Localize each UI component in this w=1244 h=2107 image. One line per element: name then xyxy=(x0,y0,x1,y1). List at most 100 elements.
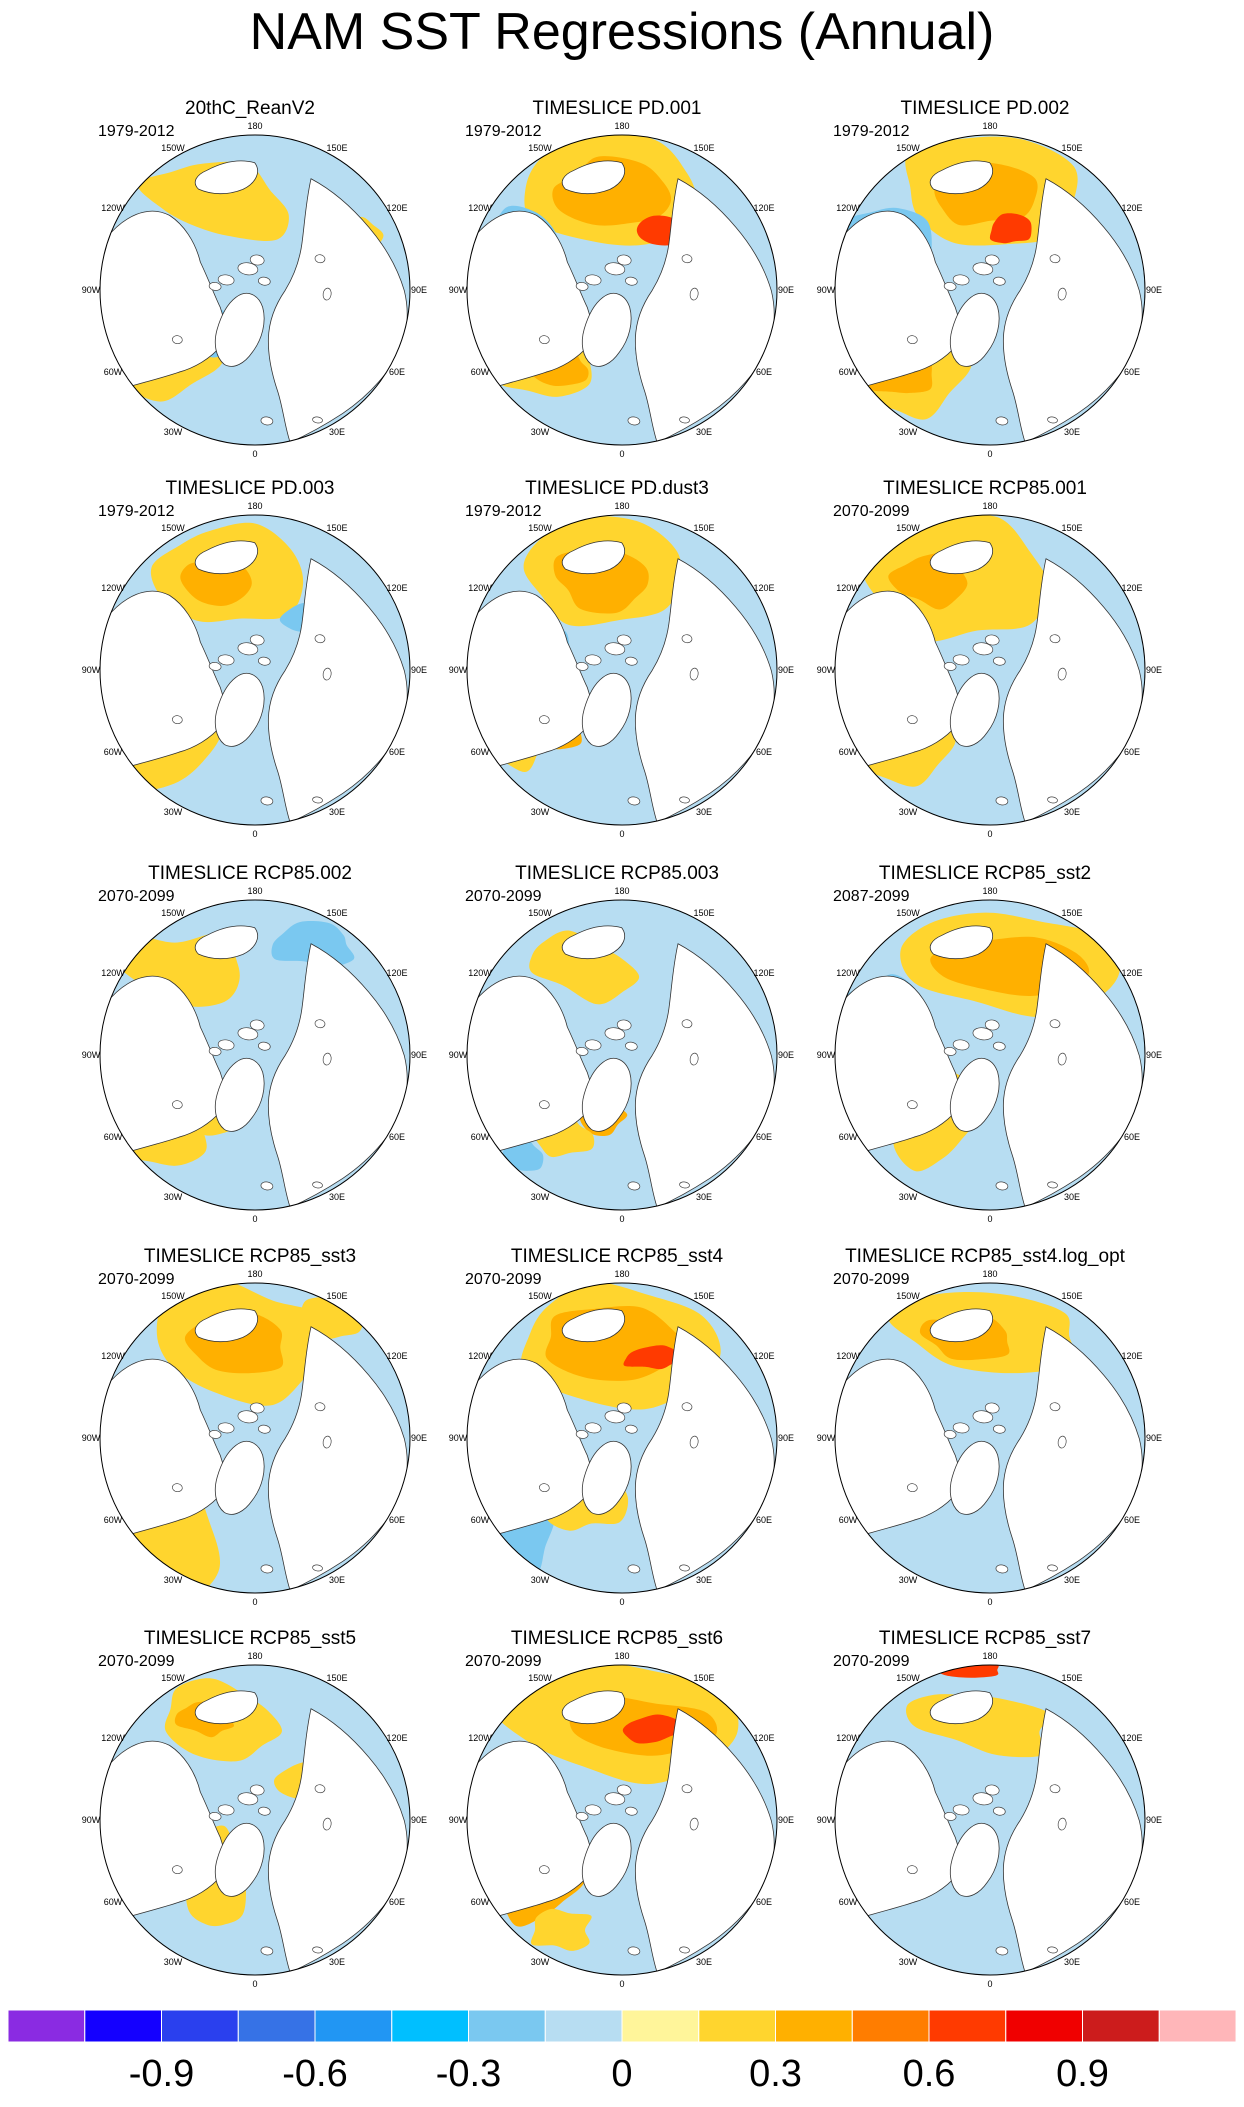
longitude-label: 180 xyxy=(614,886,629,896)
longitude-label: 0 xyxy=(619,1979,624,1989)
panel-period: 2070-2099 xyxy=(833,1653,910,1670)
longitude-label: 90W xyxy=(82,1815,101,1825)
longitude-label: 150W xyxy=(528,1673,552,1683)
longitude-label: 30W xyxy=(164,1957,183,1967)
longitude-label: 30W xyxy=(531,1192,550,1202)
longitude-label: 90E xyxy=(411,285,427,295)
longitude-label: 60W xyxy=(104,1132,123,1142)
longitude-label: 60W xyxy=(839,1515,858,1525)
longitude-label: 30W xyxy=(531,427,550,437)
longitude-label: 90E xyxy=(1146,1433,1162,1443)
map-panel: 180 150E 120E 90E 60E 30E 0 30W 60W 90W 120W 150W 20… xyxy=(70,95,430,480)
longitude-label: 120W xyxy=(836,583,860,593)
longitude-label: 60W xyxy=(104,1515,123,1525)
polar-map: 180 150E 120E 90E 60E 30E 0 30W 60W 90W 120W 150W xyxy=(82,886,427,1224)
longitude-label: 120W xyxy=(468,968,492,978)
longitude-label: 0 xyxy=(619,449,624,459)
longitude-label: 90E xyxy=(411,1815,427,1825)
longitude-label: 120E xyxy=(386,583,407,593)
polar-map: 180 150E 120E 90E 60E 30E 0 30W 60W 90W 120W 150W xyxy=(817,1269,1162,1607)
longitude-label: 120E xyxy=(386,203,407,213)
panel-period: 2070-2099 xyxy=(465,1271,542,1288)
longitude-label: 30E xyxy=(1064,1192,1080,1202)
panel-title: TIMESLICE PD.003 xyxy=(165,478,335,499)
map-panel: 180 150E 120E 90E 60E 30E 0 30W 60W 90W 120W 150W TI… xyxy=(437,1243,797,1628)
longitude-label: 30E xyxy=(696,1957,712,1967)
map-panel: 180 150E 120E 90E 60E 30E 0 30W 60W 90W 120W 150W TI… xyxy=(70,860,430,1245)
longitude-label: 30W xyxy=(164,807,183,817)
longitude-label: 90E xyxy=(778,1050,794,1060)
longitude-label: 90W xyxy=(449,285,468,295)
longitude-label: 120E xyxy=(1121,203,1142,213)
longitude-label: 60W xyxy=(471,747,490,757)
longitude-label: 120E xyxy=(753,1733,774,1743)
longitude-label: 0 xyxy=(987,829,992,839)
longitude-label: 150E xyxy=(1061,908,1082,918)
longitude-label: 90W xyxy=(449,1433,468,1443)
longitude-label: 90E xyxy=(778,1433,794,1443)
longitude-label: 90E xyxy=(411,665,427,675)
longitude-label: 180 xyxy=(247,121,262,131)
longitude-label: 0 xyxy=(987,449,992,459)
longitude-label: 150W xyxy=(896,523,920,533)
longitude-label: 60E xyxy=(1124,747,1140,757)
longitude-label: 0 xyxy=(252,1979,257,1989)
panel-title: TIMESLICE PD.002 xyxy=(900,98,1070,119)
longitude-label: 180 xyxy=(982,886,997,896)
panel-title: TIMESLICE RCP85_sst3 xyxy=(143,1246,357,1267)
longitude-label: 90W xyxy=(817,665,836,675)
longitude-label: 60E xyxy=(389,1897,405,1907)
longitude-label: 180 xyxy=(982,121,997,131)
longitude-label: 90W xyxy=(817,1815,836,1825)
longitude-label: 120W xyxy=(101,583,125,593)
longitude-label: 60W xyxy=(471,1897,490,1907)
longitude-label: 120W xyxy=(101,968,125,978)
longitude-label: 180 xyxy=(247,501,262,511)
panel-title: TIMESLICE RCP85_sst5 xyxy=(143,1628,357,1649)
longitude-label: 90W xyxy=(817,285,836,295)
polar-map: 180 150E 120E 90E 60E 30E 0 30W 60W 90W 120W 150W xyxy=(82,1651,427,1989)
longitude-label: 90W xyxy=(82,665,101,675)
longitude-label: 60E xyxy=(1124,1132,1140,1142)
longitude-label: 150W xyxy=(896,143,920,153)
longitude-label: 30W xyxy=(164,427,183,437)
longitude-label: 120E xyxy=(1121,1733,1142,1743)
panel-period: 2070-2099 xyxy=(465,888,542,905)
longitude-label: 0 xyxy=(619,1597,624,1607)
longitude-label: 120W xyxy=(836,203,860,213)
longitude-label: 150E xyxy=(693,1291,714,1301)
longitude-label: 120E xyxy=(1121,968,1142,978)
longitude-label: 120E xyxy=(753,1351,774,1361)
longitude-label: 120E xyxy=(386,1351,407,1361)
panel-period: 2087-2099 xyxy=(833,888,910,905)
panel-title: TIMESLICE RCP85_sst7 xyxy=(878,1628,1092,1649)
longitude-label: 120E xyxy=(753,583,774,593)
longitude-label: 60E xyxy=(389,1515,405,1525)
longitude-label: 60E xyxy=(756,367,772,377)
longitude-label: 0 xyxy=(252,829,257,839)
longitude-label: 60E xyxy=(1124,1897,1140,1907)
longitude-label: 180 xyxy=(614,501,629,511)
longitude-label: 60E xyxy=(1124,1515,1140,1525)
longitude-label: 90E xyxy=(1146,1815,1162,1825)
longitude-label: 60W xyxy=(839,367,858,377)
longitude-label: 30E xyxy=(1064,427,1080,437)
longitude-label: 120W xyxy=(836,1733,860,1743)
longitude-label: 150E xyxy=(1061,143,1082,153)
longitude-label: 0 xyxy=(987,1597,992,1607)
colorbar-label: 0.9 xyxy=(1056,2053,1109,2095)
longitude-label: 150W xyxy=(161,143,185,153)
panel-title: TIMESLICE RCP85_sst2 xyxy=(878,863,1092,884)
panel-period: 1979-2012 xyxy=(465,123,542,140)
longitude-label: 0 xyxy=(252,1214,257,1224)
colorbar-label: -0.9 xyxy=(128,2053,195,2095)
longitude-label: 120E xyxy=(1121,583,1142,593)
colorbar-label: 0.3 xyxy=(749,2053,802,2095)
panel-period: 2070-2099 xyxy=(98,888,175,905)
longitude-label: 60W xyxy=(839,1897,858,1907)
longitude-label: 150W xyxy=(161,1673,185,1683)
map-panel: 180 150E 120E 90E 60E 30E 0 30W 60W 90W 120W 150W TI… xyxy=(805,1625,1165,2010)
longitude-label: 0 xyxy=(252,1597,257,1607)
longitude-label: 60W xyxy=(839,1132,858,1142)
longitude-label: 180 xyxy=(247,886,262,896)
